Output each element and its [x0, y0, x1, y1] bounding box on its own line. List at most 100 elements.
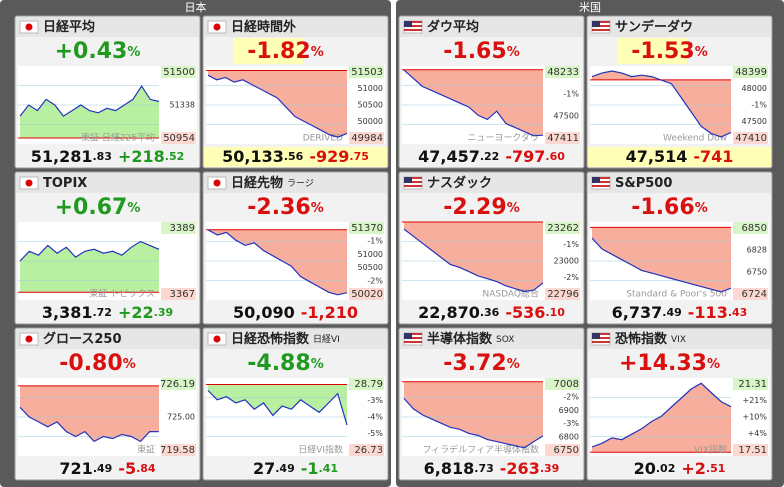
axis-label: -2%	[563, 393, 579, 402]
change: -797	[505, 147, 545, 166]
index-tile: 半導体指数 SOX -3.72% フィラデルフィア半導体指数 7008 -2% 6900 -3…	[398, 327, 585, 481]
axis-label: 48399	[735, 67, 767, 78]
header-bar	[400, 17, 583, 37]
axis-label: 51000	[358, 250, 383, 259]
header-bar	[588, 173, 771, 193]
watermark: NASDAQ総合	[483, 288, 539, 300]
axis-label: 17.51	[738, 445, 767, 456]
axis-label: 50500	[358, 101, 383, 110]
pct-value: -2.29	[443, 195, 506, 220]
pct-value: +0.67	[55, 195, 128, 220]
axis-label: -3%	[367, 396, 383, 405]
name-text: サンデーダウ	[615, 19, 693, 35]
name-text: S&P500	[615, 176, 672, 191]
change-decimal: .10	[545, 306, 565, 319]
axis-label: +21%	[743, 396, 768, 405]
price-line	[207, 74, 348, 138]
change: +218	[118, 147, 165, 166]
axis-label-bg	[733, 66, 768, 78]
watermark: Weekend Dow	[663, 134, 727, 144]
axis-label: 6800	[559, 432, 579, 441]
index-name: サンデーダウ	[615, 19, 693, 35]
change: -1,210	[301, 303, 358, 322]
change-decimal: .51	[706, 462, 726, 475]
watermark: 東証 トピックス	[89, 288, 155, 300]
percent-change: -4.88%	[247, 351, 323, 376]
price-decimal: .36	[480, 306, 500, 319]
percent-change: +14.33%	[619, 351, 720, 376]
name-sub: ラージ	[287, 178, 314, 189]
price-decimal: .73	[474, 462, 494, 475]
price: 50,090	[233, 303, 295, 322]
price-row: 47,514 -741	[626, 147, 734, 166]
change: +22	[118, 303, 154, 322]
flag-stripe	[592, 333, 610, 335]
axis-label-bg	[545, 378, 580, 390]
price-decimal: .49	[662, 306, 682, 319]
header-bar	[16, 329, 199, 349]
flag-stripe	[404, 333, 422, 335]
axis-label: -1%	[563, 90, 579, 99]
change-decimal: .39	[154, 306, 174, 319]
pct-unit: %	[507, 201, 520, 216]
flag-stripe	[592, 181, 610, 183]
index-name: TOPIX	[43, 176, 87, 191]
pct-unit: %	[127, 201, 140, 216]
flag-stripe	[404, 337, 422, 339]
axis-label-bg	[733, 132, 768, 144]
flag-stripe	[592, 185, 610, 187]
index-name: 半導体指数 SOX	[427, 331, 514, 347]
index-tile: TOPIX +0.67% 東証 トピックス 3389 3367 3,381.72 +22.3…	[14, 171, 201, 325]
axis-label: 6900	[559, 406, 579, 415]
name-text: グロース250	[43, 331, 122, 347]
change-area	[20, 241, 159, 293]
percent-change: -0.80%	[59, 351, 135, 376]
axis-label-bg	[349, 444, 384, 456]
axis-label: -5%	[367, 429, 383, 438]
name-text: 日経時間外	[231, 19, 296, 35]
axis-label: 51503	[351, 67, 383, 78]
axis-label: 28.79	[354, 379, 383, 390]
pct-value: -3.72	[443, 351, 506, 376]
axis-label: 50954	[163, 133, 195, 144]
price-line	[591, 237, 732, 293]
percent-change: +0.43%	[55, 39, 141, 64]
watermark: 日経VI指数	[298, 444, 343, 456]
axis-label: 47500	[554, 112, 579, 121]
axis-label-bg	[545, 132, 580, 144]
flag-stripe	[404, 25, 422, 27]
axis-label-bg	[161, 444, 196, 456]
pct-value: -1.53	[631, 39, 694, 64]
index-name: 日経平均	[43, 19, 95, 35]
index-name: S&P500	[615, 176, 672, 191]
axis-label-bg	[733, 444, 768, 456]
axis-label-bg	[733, 222, 768, 234]
price-row: 6,818.73 -263.39	[424, 459, 560, 478]
change-area	[592, 227, 731, 292]
change-decimal: .60	[545, 150, 565, 163]
watermark: Standard & Poor's 500	[626, 290, 727, 300]
axis-label: 50500	[358, 263, 383, 272]
change-decimal: .43	[728, 306, 748, 319]
axis-label: 47500	[742, 117, 767, 126]
axis-label: +4%	[748, 429, 768, 438]
name-text: 日経平均	[43, 19, 95, 35]
price-row: 6,737.49 -113.43	[612, 303, 748, 322]
flag-stripe	[404, 29, 422, 31]
axis-label: 3389	[170, 223, 195, 234]
watermark: VIX指数	[694, 444, 727, 456]
flag-sun	[213, 23, 221, 31]
change-area	[404, 69, 543, 136]
axis-label: 6750	[554, 445, 579, 456]
index-name: 日経恐怖指数 日経VI	[231, 331, 340, 347]
flag-canton	[592, 21, 600, 27]
pct-unit: %	[695, 45, 708, 60]
axis-label-bg	[161, 378, 196, 390]
change-decimal: .52	[165, 150, 185, 163]
change-area	[20, 86, 159, 138]
price: 6,737	[612, 303, 663, 322]
flag-sun	[25, 179, 33, 187]
highlight-top	[617, 38, 687, 64]
change-area	[592, 71, 731, 137]
